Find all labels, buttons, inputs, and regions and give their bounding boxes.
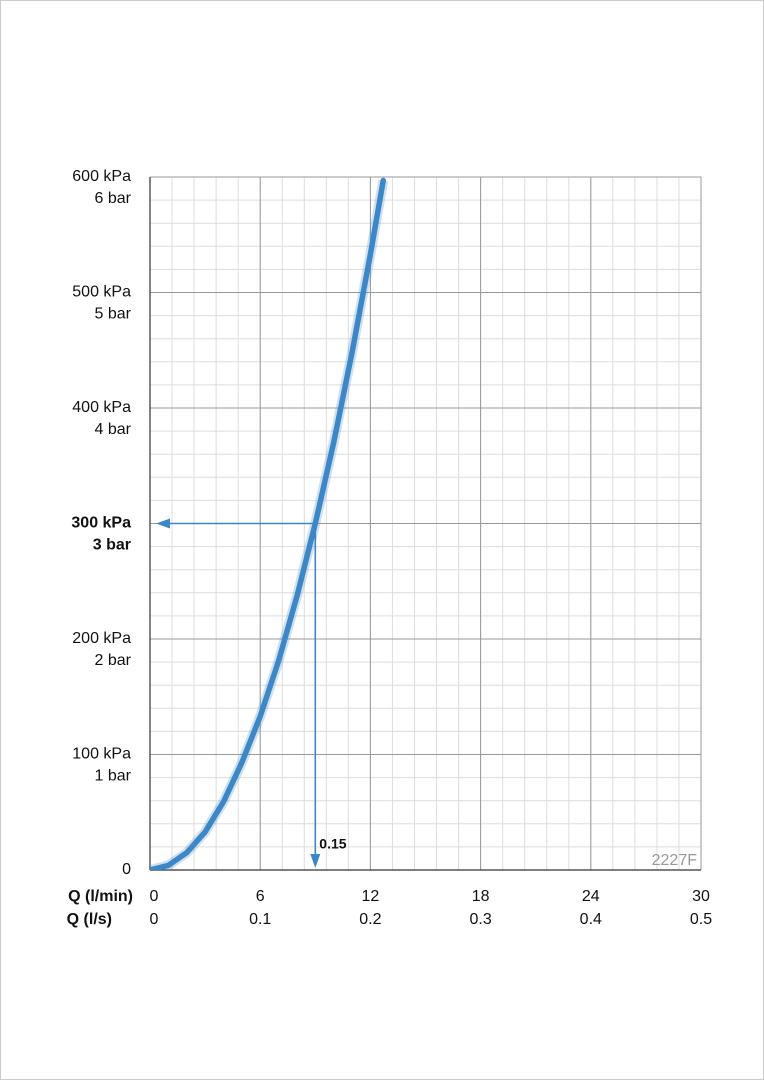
x2-tick-label: 0.4	[580, 911, 602, 928]
x2-tick-label: 0	[150, 911, 159, 928]
curve	[150, 177, 387, 870]
arrowhead	[156, 518, 170, 529]
x2-axis-label: Q (l/s)	[67, 911, 112, 928]
x-tick-label: 18	[472, 888, 490, 905]
y2-tick-label: 6 bar	[95, 190, 132, 207]
y-tick-label: 600 kPa	[72, 168, 131, 185]
x2-tick-label: 0.2	[359, 911, 381, 928]
y2-tick-label: 3 bar	[93, 537, 131, 554]
y2-tick-label: 4 bar	[95, 421, 132, 438]
x-tick-label: 24	[582, 888, 600, 905]
x-tick-label: 12	[362, 888, 380, 905]
y2-tick-label: 5 bar	[95, 306, 132, 323]
x2-tick-label: 0.5	[690, 911, 712, 928]
y-tick-label: 400 kPa	[72, 399, 131, 416]
code-label: 2227F	[652, 852, 698, 869]
x-tick-label: 6	[256, 888, 265, 905]
y-tick-label: 300 kPa	[71, 515, 131, 532]
x-tick-label: 30	[692, 888, 710, 905]
y-tick-label: 500 kPa	[72, 284, 131, 301]
x2-tick-label: 0.1	[249, 911, 271, 928]
y-tick-label: 0	[122, 861, 131, 878]
annotation-label: 0.15	[319, 836, 346, 852]
y-tick-label: 100 kPa	[72, 746, 131, 763]
y-tick-label: 200 kPa	[72, 630, 131, 647]
arrowhead	[310, 854, 321, 868]
x-axis-label: Q (l/min)	[68, 888, 133, 905]
x-tick-label: 0	[150, 888, 159, 905]
y2-tick-label: 1 bar	[95, 768, 132, 785]
x2-tick-label: 0.3	[469, 911, 491, 928]
y2-tick-label: 2 bar	[95, 652, 132, 669]
